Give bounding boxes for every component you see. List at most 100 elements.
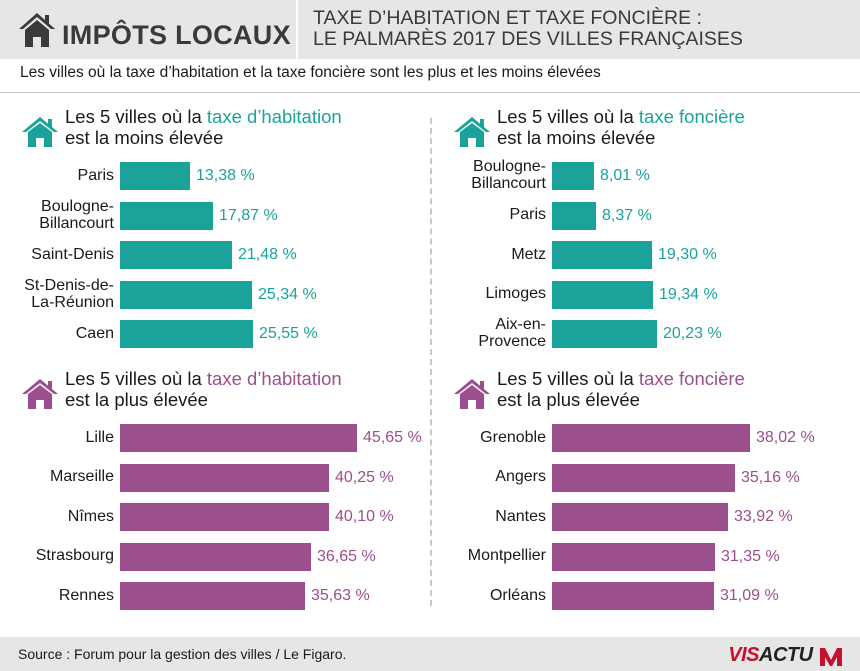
city-label: Aix-en- Provence [432, 316, 546, 350]
house-icon [22, 379, 58, 409]
city-label-line: Metz [511, 245, 546, 263]
bar [120, 162, 190, 190]
chart-title-line2: est la moins élevée [65, 127, 224, 148]
city-label: Strasbourg [0, 547, 114, 564]
chart-title-prefix: Les 5 villes où la [497, 368, 639, 389]
city-label: Lille [0, 429, 114, 446]
chart-title-line1: Les 5 villes où la taxe foncière [497, 368, 745, 389]
bar [120, 582, 305, 610]
value-label: 8,01 % [600, 167, 650, 184]
chart-title-line1: Les 5 villes où la taxe foncière [497, 106, 745, 127]
bar [552, 280, 653, 309]
city-label-line: Angers [495, 468, 546, 485]
value-label: 19,34 % [659, 285, 718, 303]
bar [552, 463, 735, 492]
value-label: 8,37 % [602, 206, 652, 224]
chart-title: Les 5 villes où la taxe d’habitation est … [65, 106, 342, 148]
value-label: 36,65 % [317, 547, 376, 565]
bar [120, 503, 329, 531]
chart-title-highlight: taxe d’habitation [206, 106, 342, 127]
header-subtitle: TAXE D’HABITATION ET TAXE FONCIÈRE : LE … [313, 8, 743, 50]
chart-title: Les 5 villes où la taxe foncière est la m… [497, 106, 745, 148]
header: IMPÔTS LOCAUX TAXE D’HABITATION ET TAXE … [0, 0, 860, 59]
value-label: 38,02 % [756, 429, 815, 446]
chart-title-line2: est la moins élevée [497, 127, 656, 148]
value-label: 25,34 % [258, 285, 317, 303]
header-subtitle-line2: LE PALMARÈS 2017 DES VILLES FRANÇAISES [313, 28, 743, 50]
city-label: Paris [0, 167, 114, 184]
logo-actu: ACTU [759, 644, 813, 666]
house-icon [19, 13, 55, 47]
bar [552, 241, 652, 269]
intro-text: Les villes où la taxe d’habitation et la… [20, 64, 601, 81]
chart-panel-fonciere-low: Les 5 villes où la taxe foncière est la m… [432, 106, 860, 366]
city-label-line: Caen [75, 324, 114, 342]
bar [120, 280, 252, 309]
house-icon [454, 117, 490, 147]
city-label-line: La-Réunion [31, 293, 114, 311]
chart-panel-fonciere-high: Les 5 villes où la taxe foncière est la p… [432, 368, 860, 628]
city-label: Paris [432, 206, 546, 223]
city-label-line: Lille [85, 428, 114, 446]
value-label: 17,87 % [219, 206, 278, 224]
value-label: 20,23 % [663, 325, 722, 342]
value-label: 35,16 % [741, 468, 800, 486]
source-text: Source : Forum pour la gestion des ville… [18, 646, 347, 662]
visactu-logo: VISACTU [728, 644, 842, 666]
value-label: 19,30 % [658, 246, 717, 263]
chart-title-highlight: taxe foncière [638, 368, 745, 389]
city-label: Rennes [0, 587, 114, 604]
city-label: St-Denis-de- La-Réunion [0, 277, 114, 311]
city-label-line: Aix-en- [495, 316, 546, 333]
city-label-line: St-Denis-de- [24, 276, 114, 294]
chart-title-prefix: Les 5 villes où la [65, 106, 207, 127]
chart-title: Les 5 villes où la taxe foncière est la p… [497, 368, 745, 410]
city-label: Montpellier [432, 547, 546, 564]
chart-title-highlight: taxe d’habitation [206, 368, 342, 389]
header-separator [296, 0, 298, 59]
value-label: 25,55 % [259, 325, 318, 342]
value-label: 40,25 % [335, 468, 394, 486]
bar [120, 241, 232, 269]
bar [120, 542, 311, 571]
city-label-line: Boulogne- [41, 197, 114, 215]
chart-title-line2: est la plus élevée [65, 389, 208, 410]
chart-panel-habitation-low: Les 5 villes où la taxe d’habitation est … [0, 106, 430, 366]
bar [552, 582, 714, 610]
value-label: 31,09 % [720, 587, 779, 604]
logo-mark-icon [820, 647, 842, 666]
bar [120, 463, 329, 492]
value-label: 35,63 % [311, 587, 370, 604]
value-label: 31,35 % [721, 547, 780, 565]
city-label-line: Nantes [495, 507, 546, 525]
brand-title: IMPÔTS LOCAUX [62, 20, 291, 50]
bar [120, 424, 357, 452]
city-label-line: Grenoble [480, 428, 546, 446]
value-label: 21,48 % [238, 246, 297, 263]
bar [120, 201, 213, 230]
city-label-line: Boulogne- [473, 158, 546, 175]
value-label: 40,10 % [335, 508, 394, 525]
city-label: Limoges [432, 285, 546, 302]
city-label-line: Montpellier [467, 547, 546, 564]
house-icon [454, 379, 490, 409]
city-label: Nîmes [0, 508, 114, 525]
chart-title-line1: Les 5 villes où la taxe d’habitation [65, 368, 342, 389]
bar [552, 162, 594, 190]
city-label-line: Paris [77, 166, 114, 184]
city-label: Boulogne- Billancourt [432, 158, 546, 192]
bar [552, 542, 715, 571]
vertical-divider [430, 118, 432, 606]
bar [552, 424, 750, 452]
intro-divider [0, 92, 860, 93]
city-label-line: Strasbourg [35, 547, 114, 564]
city-label: Saint-Denis [0, 246, 114, 263]
value-label: 33,92 % [734, 508, 793, 525]
city-label: Angers [432, 468, 546, 485]
city-label-line: Saint-Denis [31, 245, 114, 263]
header-subtitle-line1: TAXE D’HABITATION ET TAXE FONCIÈRE : [313, 7, 702, 29]
chart-title-prefix: Les 5 villes où la [65, 368, 207, 389]
city-label-line: Nîmes [67, 507, 114, 525]
chart-title: Les 5 villes où la taxe d’habitation est … [65, 368, 342, 410]
city-label: Boulogne- Billancourt [0, 198, 114, 232]
